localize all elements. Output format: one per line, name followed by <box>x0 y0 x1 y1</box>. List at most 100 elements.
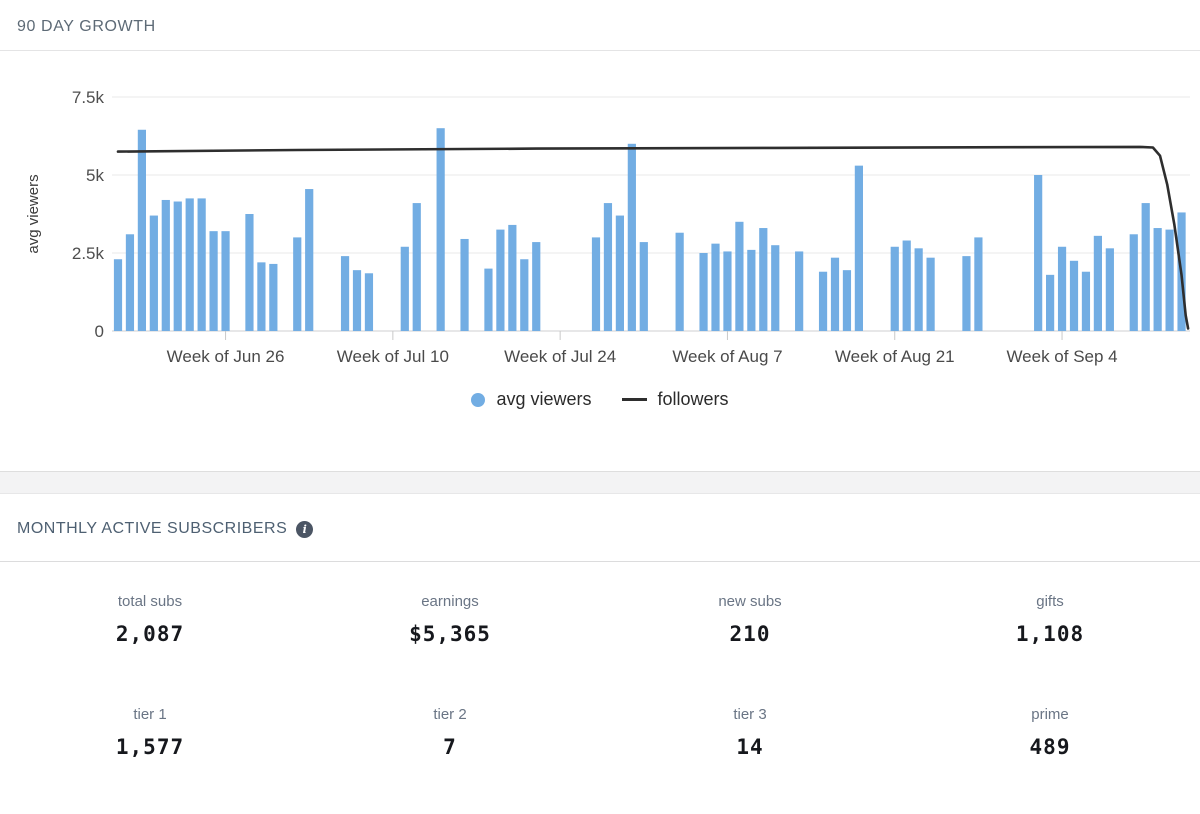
stat-label: gifts <box>1036 593 1064 610</box>
bar-avg-viewers <box>1153 228 1162 331</box>
bar-avg-viewers <box>902 240 911 331</box>
bar-avg-viewers <box>257 262 266 331</box>
stat-label: new subs <box>718 593 782 610</box>
bar-avg-viewers <box>293 237 302 331</box>
x-tick-label: Week of Sep 4 <box>1006 347 1117 366</box>
bar-avg-viewers <box>854 165 863 331</box>
bar-avg-viewers <box>161 199 170 331</box>
stat-tier-1: tier 1 1,577 <box>0 706 300 759</box>
bar-avg-viewers <box>1129 234 1138 331</box>
bar-avg-viewers <box>795 251 804 331</box>
x-tick-label: Week of Jun 26 <box>167 347 285 366</box>
stat-value: 1,577 <box>115 735 185 759</box>
bar-avg-viewers <box>412 203 421 331</box>
bar-avg-viewers <box>723 251 732 331</box>
bar-avg-viewers <box>639 242 648 331</box>
stat-total-subs: total subs 2,087 <box>0 593 300 646</box>
bar-avg-viewers <box>591 237 601 331</box>
bar-avg-viewers <box>352 270 362 331</box>
bar-avg-viewers <box>842 270 852 331</box>
x-tick-label: Week of Aug 21 <box>835 347 955 366</box>
bar-avg-viewers <box>1141 203 1150 331</box>
subscribers-section-title: MONTHLY ACTIVE SUBSCRIBERS <box>17 520 288 537</box>
bar-avg-viewers <box>197 198 206 331</box>
growth-section-title: 90 DAY GROWTH <box>17 18 156 35</box>
bar-avg-viewers <box>962 256 971 331</box>
bar-avg-viewers <box>1034 175 1043 331</box>
followers-line-icon <box>621 398 647 401</box>
stat-value: 7 <box>443 735 457 759</box>
bar-avg-viewers <box>1057 246 1067 331</box>
stat-value: 14 <box>736 735 764 759</box>
bar-avg-viewers <box>209 231 218 331</box>
stat-tier-2: tier 2 7 <box>300 706 600 759</box>
stat-value: 489 <box>1029 735 1071 759</box>
y-axis-title: avg viewers <box>25 174 42 253</box>
bar-avg-viewers <box>1105 248 1114 331</box>
x-tick-label: Week of Jul 10 <box>337 347 449 366</box>
stat-value: $5,365 <box>409 622 491 646</box>
bar-avg-viewers <box>149 215 158 331</box>
bar-avg-viewers <box>173 201 182 331</box>
stat-earnings: earnings $5,365 <box>300 593 600 646</box>
y-tick-label: 5k <box>86 166 104 185</box>
bar-avg-viewers <box>400 246 409 331</box>
bar-avg-viewers <box>221 231 230 331</box>
legend-item-avg-viewers[interactable]: avg viewers <box>471 389 592 410</box>
growth-chart-area: 0 2.5k 5k 7.5k avg viewers Week of Jun 26 Week… <box>0 51 1200 410</box>
bar-avg-viewers <box>759 228 768 331</box>
bar-avg-viewers <box>305 189 314 331</box>
subscriber-stats-grid: total subs 2,087 earnings $5,365 new sub… <box>0 593 1200 759</box>
bar-avg-viewers <box>1093 235 1102 331</box>
stat-label: tier 1 <box>133 706 167 723</box>
subscribers-section-header: MONTHLY ACTIVE SUBSCRIBERS i <box>0 494 1200 562</box>
bar-avg-viewers <box>460 238 469 331</box>
y-tick-label: 0 <box>95 322 104 341</box>
stat-tier-3: tier 3 14 <box>600 706 900 759</box>
stat-label: tier 2 <box>433 706 467 723</box>
bar-avg-viewers <box>137 129 146 331</box>
bar-avg-viewers <box>1165 229 1174 331</box>
legend-item-followers[interactable]: followers <box>621 389 729 410</box>
stat-label: total subs <box>117 593 183 610</box>
bar-avg-viewers <box>747 249 756 331</box>
bar-avg-viewers <box>974 237 983 331</box>
stat-label: tier 3 <box>733 706 767 723</box>
bar-avg-viewers <box>125 234 135 331</box>
info-icon[interactable]: i <box>296 521 314 538</box>
chart-legend: avg viewers followers <box>0 389 1200 410</box>
bar-avg-viewers <box>269 263 278 331</box>
bar-avg-viewers <box>1069 260 1079 331</box>
bar-avg-viewers <box>711 243 720 331</box>
bar-avg-viewers <box>675 232 684 331</box>
legend-avg-viewers-label: avg viewers <box>496 389 592 409</box>
stat-value: 2,087 <box>115 622 185 646</box>
stat-gifts: gifts 1,108 <box>900 593 1200 646</box>
bar-avg-viewers <box>1046 274 1055 331</box>
stat-prime: prime 489 <box>900 706 1200 759</box>
growth-chart: 0 2.5k 5k 7.5k avg viewers Week of Jun 26 Week… <box>25 88 1190 366</box>
bar-avg-viewers <box>627 143 636 331</box>
y-tick-label: 7.5k <box>72 88 105 107</box>
stat-value: 1,108 <box>1015 622 1085 646</box>
bar-avg-viewers <box>615 215 624 331</box>
bar-avg-viewers <box>508 224 517 331</box>
bar-avg-viewers <box>914 248 923 331</box>
bar-avg-viewers <box>520 259 529 331</box>
section-divider <box>0 471 1200 494</box>
stat-label: earnings <box>421 593 479 610</box>
bar-avg-viewers <box>699 253 708 331</box>
followers-line <box>116 145 1190 330</box>
legend-followers-label: followers <box>657 389 729 409</box>
bar-avg-viewers <box>436 128 445 331</box>
bar-avg-viewers <box>890 246 899 331</box>
bar-avg-viewers <box>532 242 541 331</box>
stat-new-subs: new subs 210 <box>600 593 900 646</box>
avg-viewers-dot-icon <box>471 392 486 407</box>
y-tick-label: 2.5k <box>72 244 105 263</box>
stat-value: 210 <box>729 622 771 646</box>
bar-avg-viewers <box>484 268 493 331</box>
bar-avg-viewers <box>113 259 123 331</box>
bar-avg-viewers <box>185 198 194 331</box>
bar-avg-viewers <box>245 214 254 331</box>
